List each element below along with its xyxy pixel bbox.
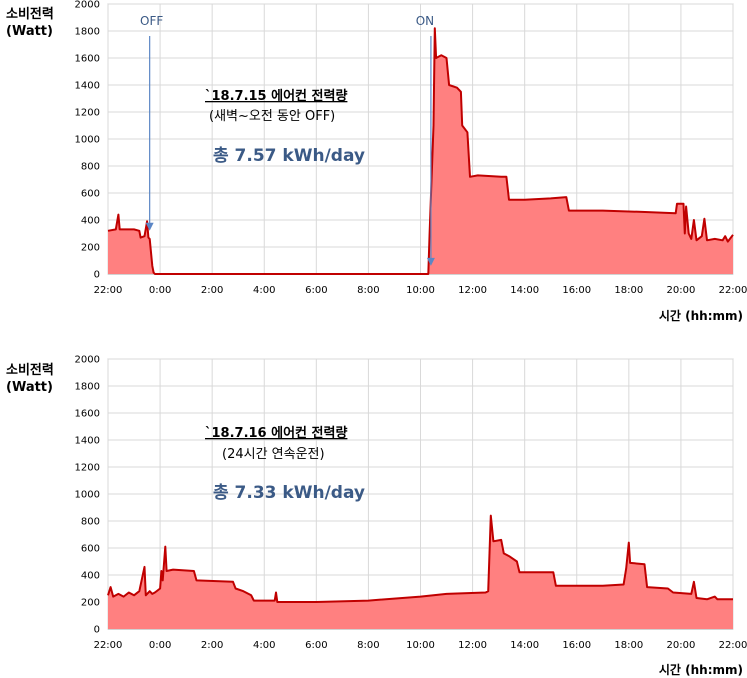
x-tick-label: 12:00 — [458, 640, 487, 651]
y-tick-label: 600 — [81, 544, 100, 555]
x-tick-label: 10:00 — [406, 640, 435, 651]
y-tick-label: 800 — [81, 517, 100, 528]
y-tick-label: 2000 — [75, 0, 100, 11]
y-tick-label: 200 — [81, 598, 100, 609]
x-tick-label: 2:00 — [201, 285, 223, 296]
y-tick-label: 0 — [94, 625, 100, 636]
y-tick-label: 1400 — [75, 436, 100, 447]
annotation-subtitle: (24시간 연속운전) — [222, 447, 325, 462]
x-tick-label: 6:00 — [305, 640, 327, 651]
x-tick-label: 4:00 — [253, 640, 275, 651]
y-tick-labels: 0 200 400 600 800 1000 1200 1400 1600 1800 2000 — [75, 355, 100, 636]
x-tick-label: 20:00 — [667, 640, 696, 651]
series-line — [107, 514, 733, 603]
y-tick-label: 1800 — [75, 27, 100, 38]
x-tick-label: 18:00 — [614, 640, 643, 651]
x-tick-label: 4:00 — [253, 285, 275, 296]
x-tick-label: 22:00 — [94, 640, 123, 651]
chart-2018-07-15: 소비전력 (Watt) 0 200 400 600 800 1000 1200 1400 160… — [6, 0, 747, 323]
y-tick-label: 1200 — [75, 108, 100, 119]
y-axis-label-line2: (Watt) — [6, 24, 53, 39]
x-tick-label: 10:00 — [406, 285, 435, 296]
y-tick-label: 1600 — [75, 54, 100, 65]
x-tick-label: 8:00 — [357, 285, 379, 296]
annotation-subtitle: (새벽~오전 동안 OFF) — [209, 109, 335, 124]
x-tick-label: 14:00 — [510, 285, 539, 296]
y-tick-label: 800 — [81, 162, 100, 173]
y-tick-label: 0 — [94, 270, 100, 281]
marker-label: ON — [416, 14, 434, 28]
x-tick-labels: 22:00 0:00 2:00 4:00 6:00 8:00 10:00 12:00 14:00… — [94, 640, 747, 651]
x-tick-label: 20:00 — [667, 285, 696, 296]
annotation-title: `18.7.15 에어컨 전력량 — [205, 88, 347, 104]
marker-arrowhead — [145, 222, 154, 231]
series-layer — [107, 514, 733, 629]
y-tick-label: 2000 — [75, 355, 100, 366]
y-tick-label: 1000 — [75, 135, 100, 146]
x-tick-label: 16:00 — [562, 285, 591, 296]
y-tick-label: 400 — [81, 216, 100, 227]
x-tick-label: 18:00 — [614, 285, 643, 296]
y-axis-label-line2: (Watt) — [6, 380, 53, 395]
marker-label: OFF — [140, 14, 163, 28]
event-markers: OFF ON — [140, 14, 435, 266]
chart-2018-07-16: 소비전력 (Watt) 0 200 400 600 800 1000 1200 1400 160… — [6, 355, 747, 678]
x-tick-label: 16:00 — [562, 640, 591, 651]
x-axis-label: 시간 (hh:mm) — [659, 662, 743, 677]
x-tick-label: 2:00 — [201, 640, 223, 651]
y-tick-labels: 0 200 400 600 800 1000 1200 1400 1600 1800 2000 — [75, 0, 100, 281]
y-tick-label: 1400 — [75, 81, 100, 92]
x-tick-label: 14:00 — [510, 640, 539, 651]
annotation-total: 총 7.57 kWh/day — [213, 146, 365, 166]
y-tick-label: 1200 — [75, 463, 100, 474]
series-line — [107, 27, 734, 275]
y-tick-label: 1000 — [75, 490, 100, 501]
x-axis-label: 시간 (hh:mm) — [659, 308, 743, 323]
y-axis-label-line1: 소비전력 — [6, 362, 54, 378]
x-tick-label: 0:00 — [149, 285, 171, 296]
marker-arrowhead — [426, 257, 435, 266]
grid — [107, 3, 734, 275]
y-tick-label: 1800 — [75, 382, 100, 393]
y-tick-label: 600 — [81, 189, 100, 200]
annotation-title: `18.7.16 에어컨 전력량 — [205, 425, 347, 441]
x-tick-label: 22:00 — [719, 285, 747, 296]
series-layer — [107, 27, 734, 275]
x-tick-label: 0:00 — [149, 640, 171, 651]
y-tick-label: 1600 — [75, 409, 100, 420]
x-tick-label: 6:00 — [305, 285, 327, 296]
y-axis-label-line1: 소비전력 — [6, 6, 54, 22]
annotation-total: 총 7.33 kWh/day — [213, 483, 365, 503]
series-area — [108, 28, 733, 274]
x-tick-label: 12:00 — [458, 285, 487, 296]
x-tick-label: 22:00 — [719, 640, 747, 651]
x-tick-labels: 22:00 0:00 2:00 4:00 6:00 8:00 10:00 12:00 14:00… — [94, 285, 747, 296]
x-tick-label: 22:00 — [94, 285, 123, 296]
y-tick-label: 400 — [81, 571, 100, 582]
x-tick-label: 8:00 — [357, 640, 379, 651]
y-tick-label: 200 — [81, 243, 100, 254]
